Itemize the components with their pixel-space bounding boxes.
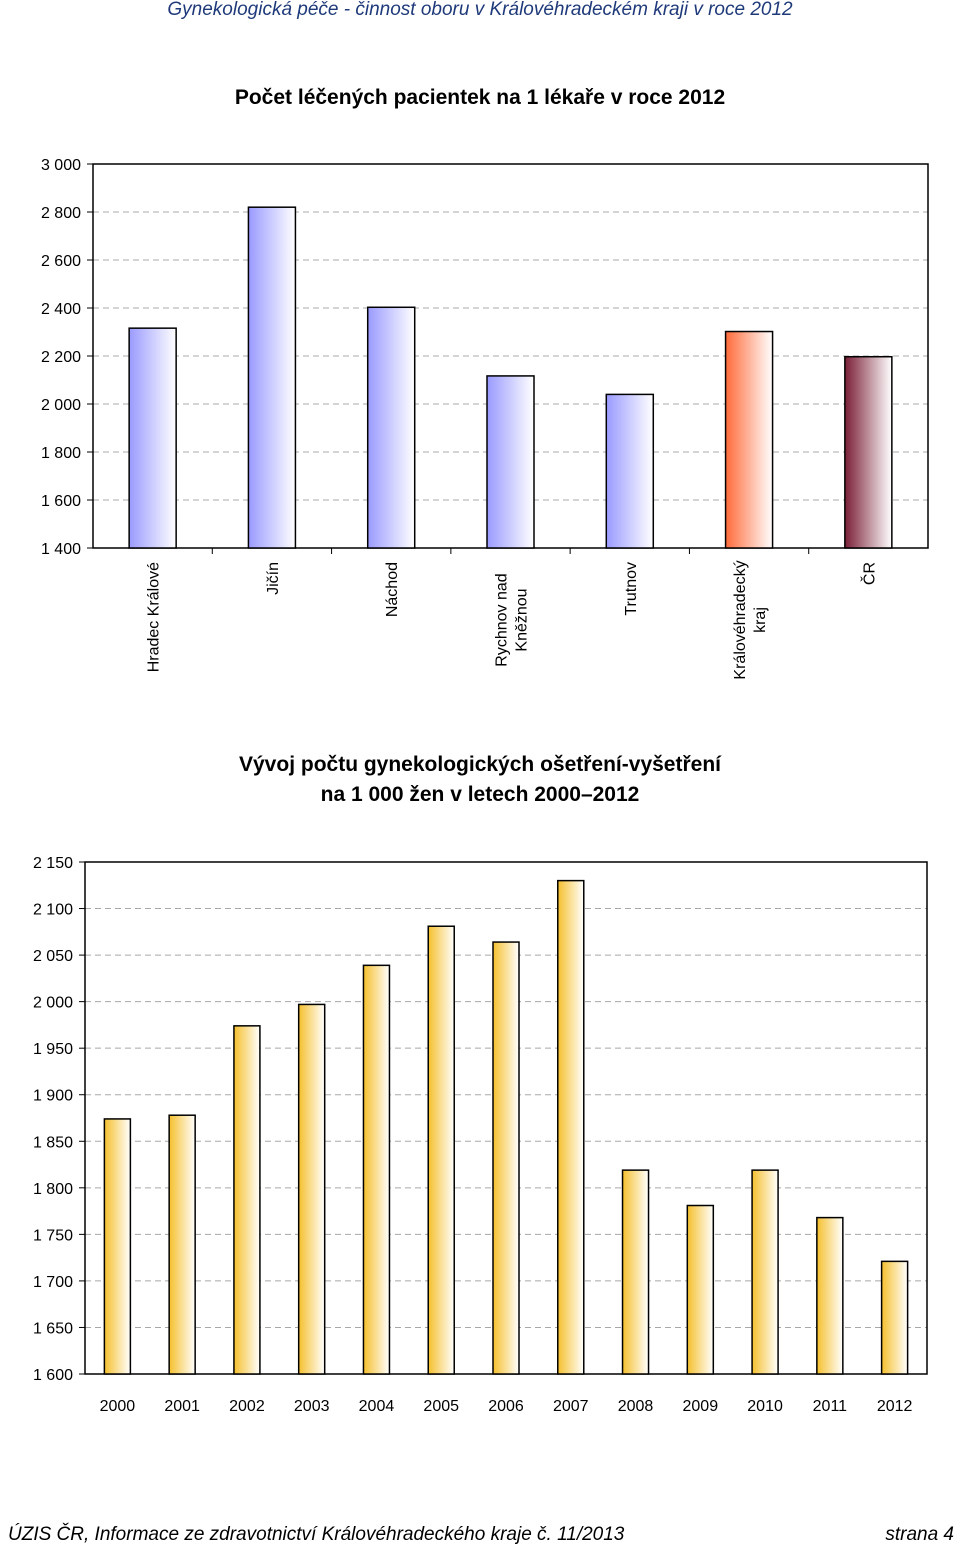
bar — [880, 1260, 909, 1375]
y-tick-label: 2 400 — [41, 301, 81, 318]
x-tick-label: ČR — [859, 562, 878, 585]
bar — [816, 1216, 844, 1375]
bar — [724, 330, 774, 549]
x-tick-label: 2010 — [747, 1398, 783, 1415]
x-tick-label-line: kraj — [752, 607, 769, 633]
y-tick-label: 1 900 — [33, 1088, 73, 1105]
chart2-title: Vývoj počtu gynekologických ošetření-vyš… — [0, 750, 960, 810]
bar — [103, 1118, 132, 1375]
y-tick-label: 1 850 — [33, 1134, 73, 1151]
y-tick-label: 1 600 — [33, 1367, 73, 1384]
x-tick-label: 2009 — [683, 1398, 719, 1415]
bar — [247, 206, 297, 549]
chart2-examinations-trend: 1 600 1 650 1 700 1 750 1 800 1 850 1 900 1 950… — [33, 855, 928, 1415]
x-tick-label: Hradec Králové — [146, 562, 163, 672]
x-tick-label-line: Jičín — [265, 562, 282, 595]
bar — [492, 941, 520, 1375]
x-tick-label: 2012 — [877, 1398, 913, 1415]
bar — [844, 355, 893, 549]
y-tick-label: 1 650 — [33, 1320, 73, 1337]
y-tick-label: 2 100 — [33, 902, 73, 919]
bar — [751, 1169, 779, 1375]
x-tick-label: 2000 — [100, 1398, 136, 1415]
y-tick-label: 2 600 — [41, 253, 81, 270]
x-tick-label: 2008 — [618, 1398, 654, 1415]
x-tick-label: Náchod — [384, 562, 401, 617]
x-tick-label: 2011 — [813, 1398, 848, 1415]
chart1-patients-per-doctor: 1 400 1 600 1 800 2 000 2 200 2 400 2 600 2 800… — [41, 157, 929, 680]
bar — [168, 1114, 196, 1375]
y-tick-label: 1 950 — [33, 1041, 73, 1058]
y-tick-label: 1 700 — [33, 1274, 73, 1291]
x-tick-label-line: Kněžnou — [514, 588, 531, 651]
x-tick-label: 2004 — [359, 1398, 395, 1415]
x-tick-label-line: Hradec Králové — [146, 562, 163, 672]
chart2-title-line1: Vývoj počtu gynekologických ošetření-vyš… — [239, 753, 721, 776]
y-tick-label: 2 150 — [33, 855, 73, 872]
footer-source: ÚZIS ČR, Informace ze zdravotnictví Král… — [8, 1524, 625, 1545]
y-tick-label: 1 750 — [33, 1227, 73, 1244]
bar — [605, 393, 655, 549]
bar — [233, 1025, 261, 1375]
y-tick-label: 2 000 — [33, 995, 73, 1012]
x-tick-label: 2001 — [164, 1398, 200, 1415]
y-tick-label: 1 800 — [33, 1181, 73, 1198]
y-tick-label: 1 800 — [41, 445, 81, 462]
bar — [128, 327, 177, 549]
x-tick-label: Jičín — [265, 562, 282, 595]
y-tick-label: 2 050 — [33, 948, 73, 965]
bar — [621, 1169, 650, 1375]
bar — [297, 1003, 326, 1375]
x-tick-label-line: ČR — [859, 562, 878, 585]
bar — [366, 306, 416, 549]
y-tick-label: 2 200 — [41, 349, 81, 366]
chart2-title-line2: na 1 000 žen v letech 2000–2012 — [320, 783, 640, 806]
y-tick-label: 1 400 — [41, 541, 81, 558]
x-tick-label: 2002 — [229, 1398, 265, 1415]
page-header: Gynekologická péče - činnost oboru v Krá… — [167, 0, 793, 20]
x-tick-label: Královéhradecký kraj — [732, 560, 769, 679]
bar — [557, 879, 585, 1375]
bar — [362, 964, 391, 1375]
bar — [427, 925, 455, 1375]
y-tick-label: 2 800 — [41, 205, 81, 222]
x-tick-label: Rychnov nad Kněžnou — [494, 573, 531, 666]
x-tick-label: 2006 — [488, 1398, 524, 1415]
y-tick-label: 1 600 — [41, 493, 81, 510]
x-tick-label: 2003 — [294, 1398, 330, 1415]
bar — [486, 375, 535, 549]
bar — [686, 1204, 715, 1375]
x-tick-label: 2007 — [553, 1398, 589, 1415]
x-tick-label-line: Trutnov — [623, 562, 640, 616]
y-tick-label: 3 000 — [41, 157, 81, 174]
x-tick-label-line: Rychnov nad — [494, 573, 511, 666]
chart1-title: Počet léčených pacientek na 1 lékaře v r… — [234, 86, 726, 109]
x-tick-label-line: Náchod — [384, 562, 401, 617]
x-tick-label-line: Královéhradecký — [732, 560, 749, 679]
x-tick-label: 2005 — [423, 1398, 459, 1415]
x-tick-label: Trutnov — [623, 562, 640, 616]
footer-page-number: strana 4 — [885, 1524, 954, 1545]
y-tick-label: 2 000 — [41, 397, 81, 414]
